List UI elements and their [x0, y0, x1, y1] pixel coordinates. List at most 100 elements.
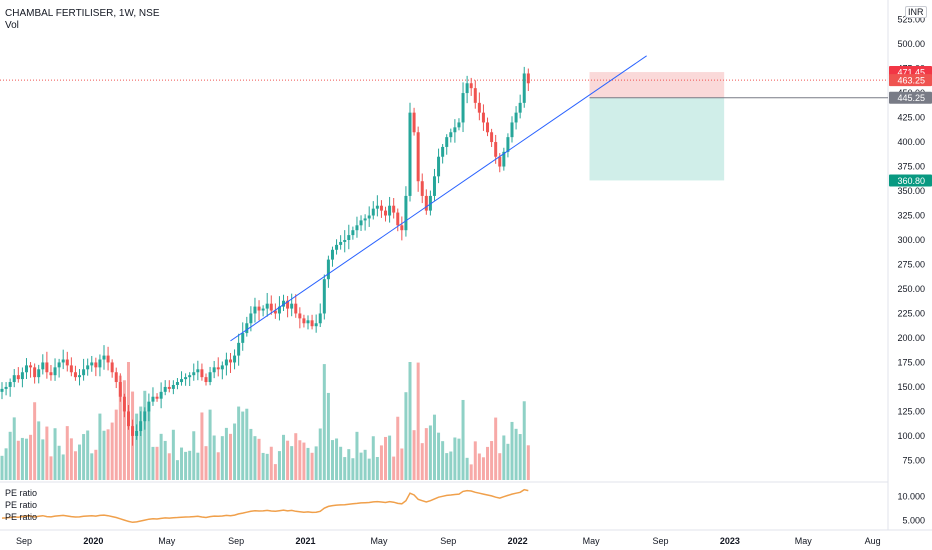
price-tick-label: 400.00 — [897, 137, 925, 147]
volume-bar — [322, 364, 326, 480]
price-axis-background — [888, 0, 932, 550]
time-tick-label: 2021 — [296, 536, 316, 546]
candle-body — [441, 146, 445, 157]
candle-body — [526, 73, 530, 84]
price-tick-label: 75.00 — [902, 455, 925, 465]
candle-body — [188, 375, 192, 378]
candle-body — [245, 323, 249, 334]
candle-body — [371, 208, 375, 216]
candle-body — [326, 259, 330, 280]
candle-body — [253, 306, 257, 314]
candle-body — [73, 372, 77, 378]
candle-body — [490, 132, 494, 143]
volume-bar — [404, 392, 408, 480]
pe-ratio-label: PE ratio — [5, 500, 38, 510]
price-tick-label: 275.00 — [897, 259, 925, 269]
candle-body — [465, 83, 469, 94]
time-tick-label: 2023 — [720, 536, 740, 546]
volume-bar — [420, 443, 424, 480]
candle-body — [461, 93, 465, 123]
price-badge-last — [889, 74, 932, 87]
volume-bar — [526, 445, 530, 480]
volume-bar — [139, 406, 143, 480]
volume-bar — [212, 435, 216, 480]
volume-bar — [118, 375, 122, 480]
volume-bar — [461, 399, 465, 480]
volume-bar — [82, 434, 86, 480]
volume-bar — [335, 438, 339, 480]
candle-body — [175, 382, 179, 385]
time-tick-label: Sep — [16, 536, 32, 546]
price-tick-label: 225.00 — [897, 308, 925, 318]
candle-body — [498, 156, 502, 167]
candle-body — [408, 112, 412, 196]
volume-bar — [192, 431, 196, 480]
volume-bar — [24, 438, 28, 480]
currency-badge[interactable]: INR — [905, 6, 927, 18]
candle-body — [510, 122, 514, 138]
time-tick-label: May — [158, 536, 176, 546]
volume-bar — [90, 453, 94, 480]
volume-bar — [384, 436, 388, 480]
volume-bar — [522, 401, 526, 480]
price-tick-label: 150.00 — [897, 382, 925, 392]
candle-body — [273, 310, 277, 314]
candle-body — [318, 313, 322, 324]
candle-body — [424, 195, 428, 211]
candle-body — [359, 220, 363, 226]
candle-body — [167, 386, 171, 389]
candle-body — [151, 396, 155, 402]
candle-body — [269, 303, 273, 311]
volume-bar — [306, 447, 310, 480]
candle-body — [184, 377, 188, 380]
candle-body — [204, 377, 208, 383]
stop-loss-zone — [589, 72, 725, 98]
candle-body — [98, 359, 102, 368]
volume-bar — [196, 452, 200, 480]
volume-bar — [477, 453, 481, 480]
price-tick-label: 300.00 — [897, 235, 925, 245]
candle-body — [502, 151, 506, 167]
volume-bar — [0, 455, 4, 480]
candle-body — [330, 249, 334, 260]
volume-bar — [245, 408, 249, 480]
time-tick-label: Aug — [865, 536, 881, 546]
candle-body — [33, 367, 37, 378]
candle-body — [228, 359, 232, 363]
volume-bar — [473, 441, 477, 480]
volume-bar — [200, 412, 204, 480]
volume-bar — [424, 428, 428, 480]
volume-bar — [12, 417, 16, 480]
volume-bar — [94, 449, 98, 480]
candle-body — [310, 320, 314, 327]
volume-bar — [298, 440, 302, 480]
volume-bar — [294, 433, 298, 480]
candle-body — [139, 421, 143, 432]
volume-bar — [220, 436, 224, 480]
price-tick-label: 175.00 — [897, 357, 925, 367]
volume-bar — [122, 380, 126, 480]
volume-bar — [233, 423, 237, 480]
time-tick-label: May — [583, 536, 601, 546]
candle-body — [224, 359, 228, 366]
volume-bar — [481, 457, 485, 480]
candle-body — [220, 365, 224, 370]
candle-body — [518, 102, 522, 113]
volume-bar — [98, 413, 102, 480]
candle-body — [180, 379, 184, 383]
candle-body — [20, 372, 24, 380]
candle-body — [200, 369, 204, 378]
volume-bar — [326, 392, 330, 480]
candle-body — [277, 306, 281, 314]
volume-bar — [188, 450, 192, 480]
candle-body — [12, 375, 16, 383]
volume-bar — [57, 445, 61, 480]
volume-bar — [20, 437, 24, 480]
volume-bar — [388, 435, 392, 480]
price-tick-label: 250.00 — [897, 284, 925, 294]
volume-bar — [514, 428, 518, 480]
volume-bar — [310, 452, 314, 480]
candle-body — [233, 355, 237, 363]
candle-body — [453, 127, 457, 133]
